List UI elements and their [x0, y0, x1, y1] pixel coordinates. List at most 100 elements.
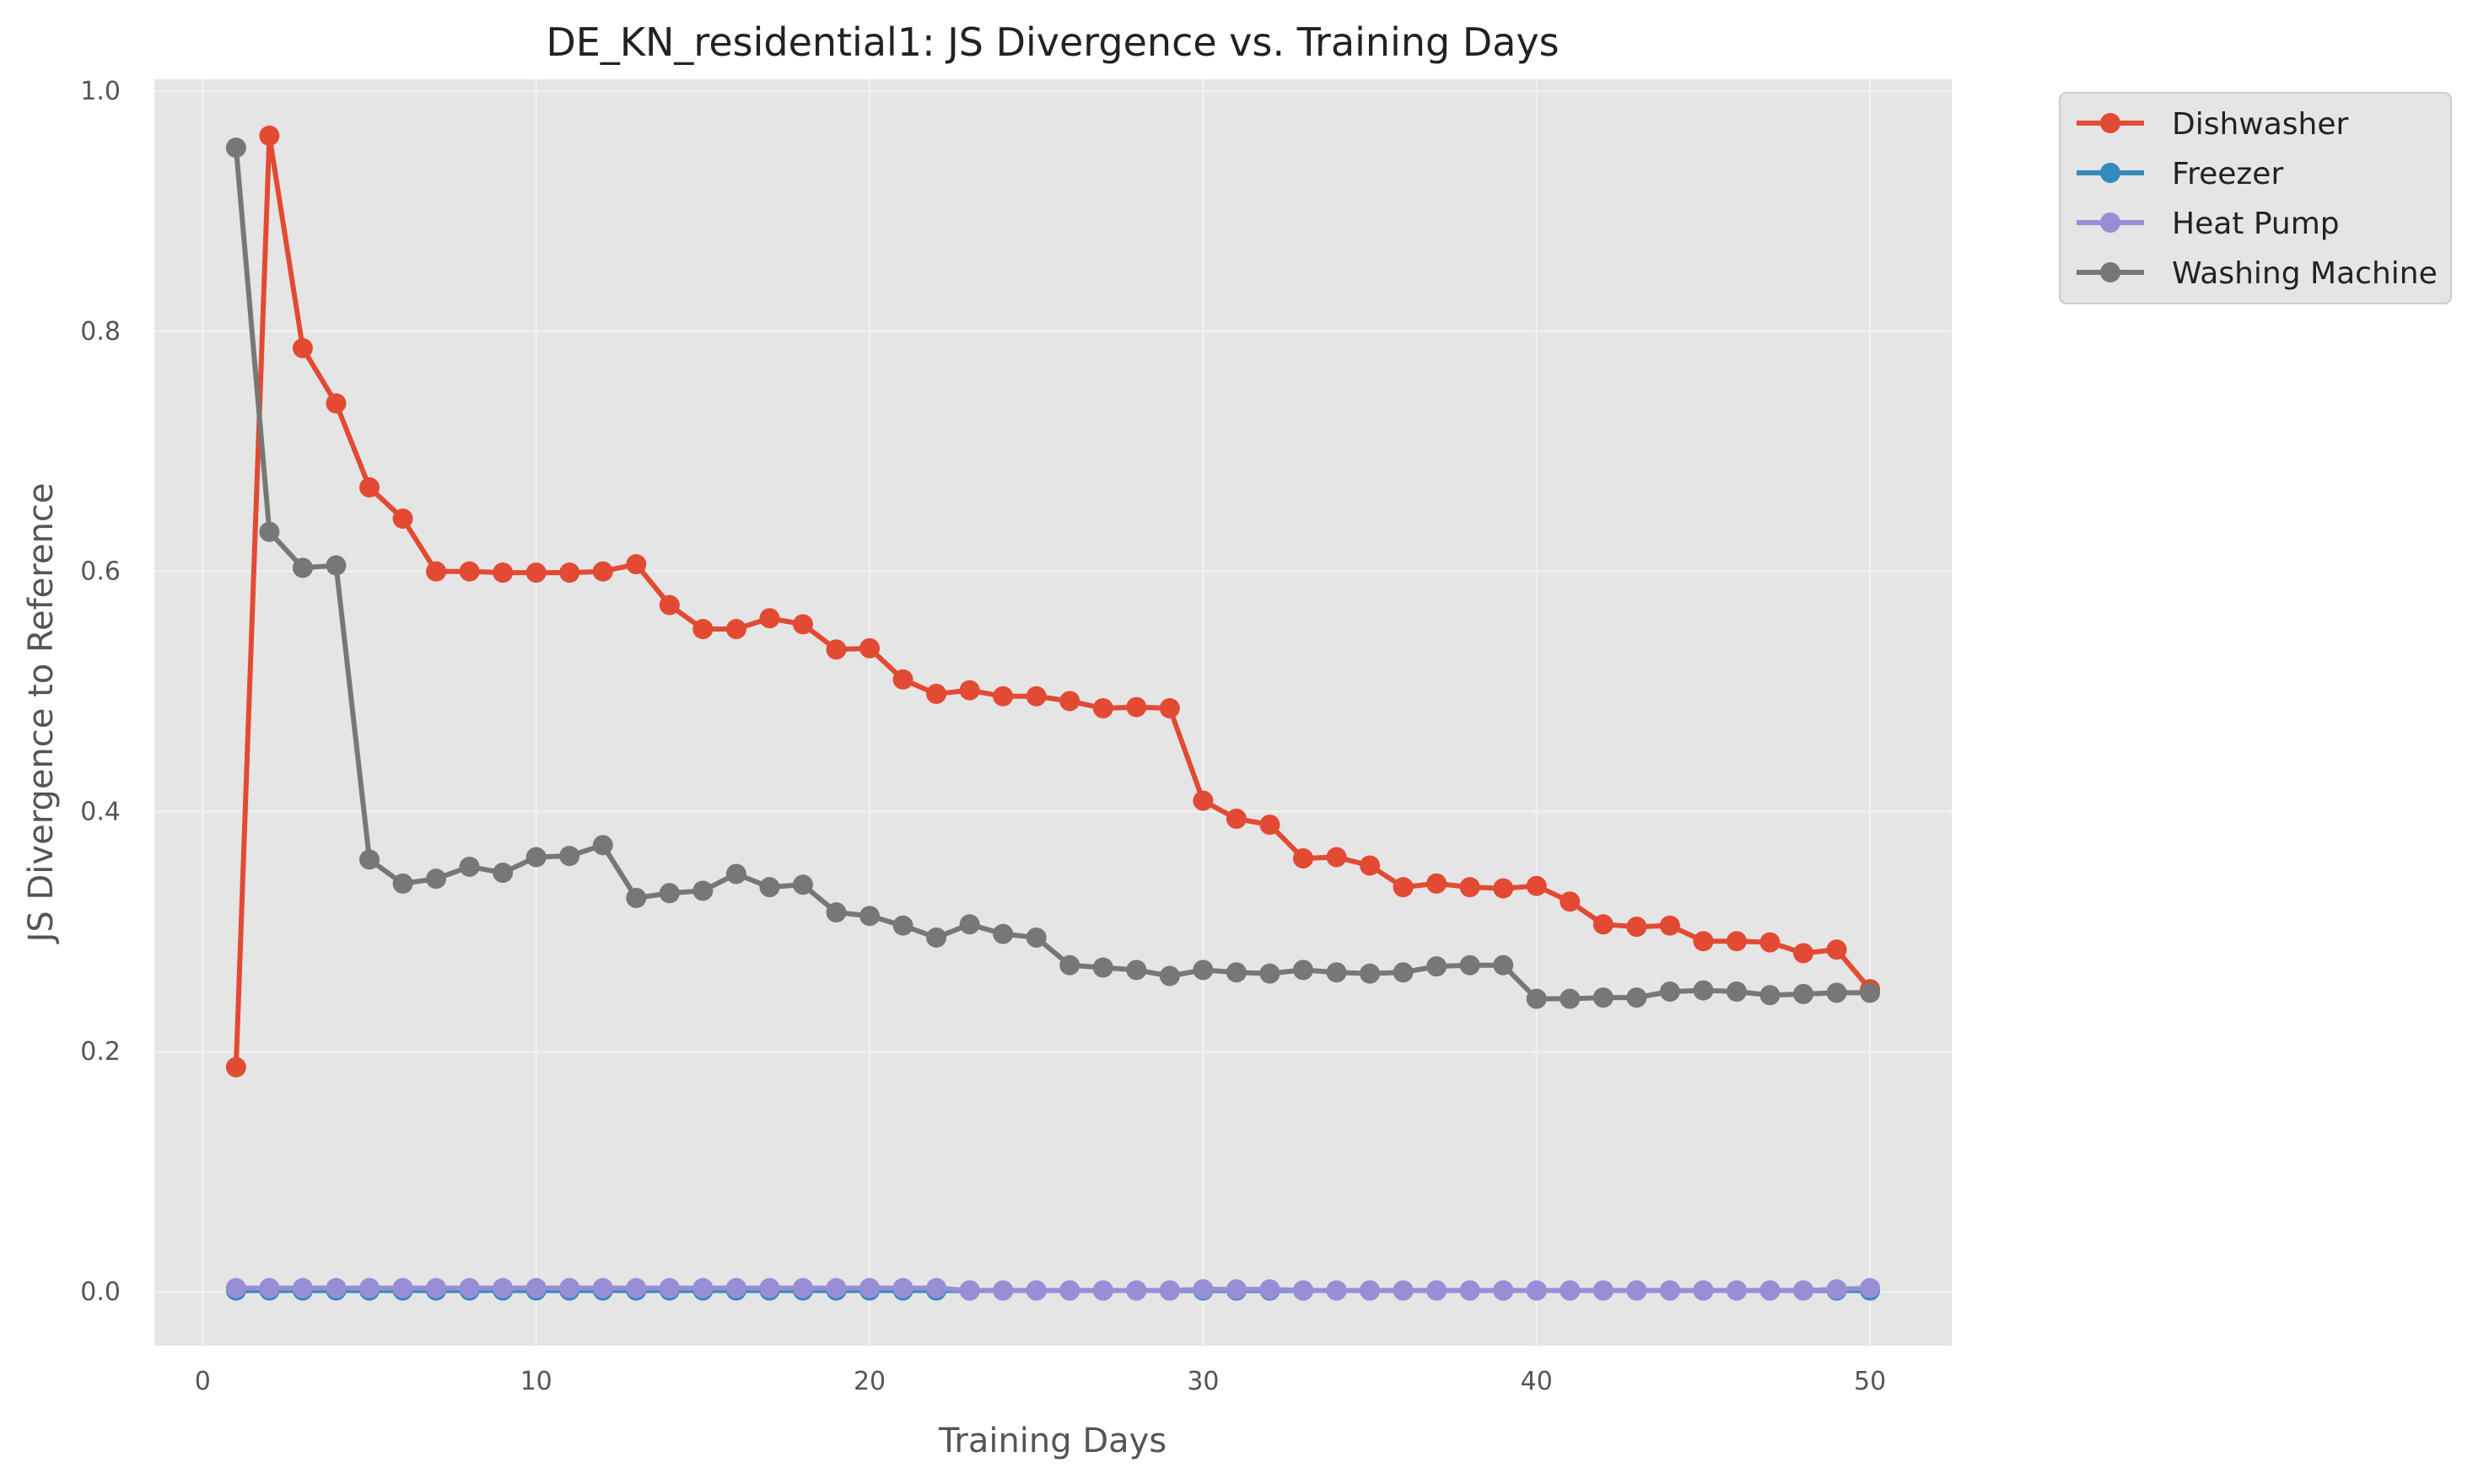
data-point-heat-pump: [1026, 1280, 1047, 1301]
data-point-washing-machine: [692, 880, 714, 901]
data-point-heat-pump: [1426, 1280, 1447, 1301]
data-point-dishwasher: [659, 594, 680, 616]
legend-label: Freezer: [2172, 157, 2283, 191]
data-point-washing-machine: [326, 555, 347, 576]
data-point-heat-pump: [626, 1277, 647, 1298]
data-point-washing-machine: [926, 927, 947, 948]
data-point-dishwasher: [792, 614, 813, 635]
data-point-heat-pump: [326, 1277, 347, 1298]
data-point-dishwasher: [1326, 847, 1347, 868]
data-point-heat-pump: [1726, 1280, 1747, 1301]
data-point-heat-pump: [493, 1277, 514, 1298]
data-point-dishwasher: [1393, 877, 1414, 898]
data-point-heat-pump: [1560, 1280, 1581, 1301]
y-axis-title: JS Divergence to Reference: [22, 483, 61, 945]
data-point-dishwasher: [359, 477, 380, 498]
data-point-washing-machine: [1259, 963, 1280, 984]
data-point-washing-machine: [1592, 987, 1614, 1008]
data-point-heat-pump: [259, 1277, 280, 1298]
data-point-washing-machine: [1193, 960, 1214, 981]
data-point-heat-pump: [1759, 1280, 1781, 1301]
data-point-heat-pump: [993, 1280, 1014, 1301]
data-point-dishwasher: [1126, 696, 1147, 718]
data-point-dishwasher: [459, 561, 480, 582]
data-point-heat-pump: [292, 1277, 313, 1298]
data-point-dishwasher: [626, 554, 647, 575]
y-tick-label: 0.8: [80, 317, 121, 347]
data-point-heat-pump: [759, 1277, 780, 1298]
x-tick-label: 50: [1854, 1367, 1886, 1396]
data-point-heat-pump: [1259, 1279, 1280, 1300]
data-point-washing-machine: [1560, 988, 1581, 1009]
data-point-dishwasher: [1293, 847, 1314, 868]
data-point-dishwasher: [493, 562, 514, 583]
data-point-heat-pump: [1626, 1280, 1647, 1301]
data-point-dishwasher: [725, 619, 746, 640]
data-point-washing-machine: [1393, 962, 1414, 983]
data-point-dishwasher: [993, 686, 1014, 707]
data-point-heat-pump: [559, 1277, 580, 1298]
data-point-dishwasher: [1493, 878, 1514, 899]
y-tick-label: 0.6: [80, 557, 121, 587]
data-point-washing-machine: [1426, 956, 1447, 977]
data-point-heat-pump: [692, 1277, 714, 1298]
data-point-heat-pump: [1126, 1280, 1147, 1301]
data-point-washing-machine: [826, 902, 847, 923]
y-tick-label: 0.4: [80, 797, 121, 826]
data-point-washing-machine: [592, 835, 613, 856]
data-point-washing-machine: [225, 137, 246, 159]
data-point-heat-pump: [892, 1277, 913, 1298]
data-point-heat-pump: [959, 1280, 980, 1301]
legend-item-washing-machine: Washing Machine: [2077, 256, 2438, 291]
data-point-dishwasher: [1592, 914, 1614, 935]
data-point-heat-pump: [1326, 1280, 1347, 1301]
data-point-heat-pump: [392, 1277, 413, 1298]
data-point-heat-pump: [859, 1277, 881, 1298]
data-point-dishwasher: [1726, 931, 1747, 952]
data-point-heat-pump: [1693, 1280, 1714, 1301]
data-point-dishwasher: [1560, 891, 1581, 912]
data-point-heat-pump: [826, 1277, 847, 1298]
data-point-dishwasher: [1092, 698, 1113, 719]
data-point-heat-pump: [525, 1277, 547, 1298]
data-point-dishwasher: [1526, 875, 1547, 896]
data-point-heat-pump: [1226, 1279, 1247, 1300]
series-dishwasher: [225, 125, 1881, 1078]
data-point-dishwasher: [1059, 691, 1080, 712]
data-point-dishwasher: [1459, 877, 1480, 898]
data-point-washing-machine: [1793, 983, 1814, 1004]
series-washing-machine: [225, 137, 1881, 1009]
data-point-heat-pump: [1860, 1277, 1881, 1298]
plot-background: [154, 79, 1952, 1346]
data-point-washing-machine: [1759, 985, 1781, 1006]
data-point-dishwasher: [692, 619, 714, 640]
data-point-heat-pump: [1092, 1280, 1113, 1301]
legend-label: Dishwasher: [2172, 107, 2349, 142]
data-point-washing-machine: [1860, 982, 1881, 1003]
data-point-washing-machine: [1826, 982, 1847, 1003]
legend-item-dishwasher: Dishwasher: [2077, 107, 2349, 142]
data-point-washing-machine: [1526, 988, 1547, 1009]
series-layer: [225, 125, 1881, 1301]
data-point-heat-pump: [225, 1277, 246, 1298]
data-point-dishwasher: [1693, 931, 1714, 952]
data-point-washing-machine: [559, 846, 580, 867]
data-point-dishwasher: [525, 562, 547, 583]
legend-swatch-marker: [2100, 163, 2120, 183]
data-point-dishwasher: [326, 393, 347, 414]
data-point-dishwasher: [292, 337, 313, 358]
y-tick-label: 0.0: [80, 1277, 121, 1307]
legend-swatch-marker: [2100, 262, 2120, 282]
data-point-washing-machine: [493, 863, 514, 884]
data-point-heat-pump: [725, 1277, 746, 1298]
y-tick-label: 0.2: [80, 1037, 121, 1067]
x-tick-label: 10: [520, 1367, 552, 1396]
data-point-dishwasher: [826, 639, 847, 660]
data-point-dishwasher: [259, 125, 280, 146]
legend: Dishwasher Freezer Heat Pump Washing Machin…: [2059, 92, 2452, 304]
series-heat-pump: [225, 1277, 1881, 1301]
data-point-heat-pump: [1659, 1280, 1680, 1301]
data-point-heat-pump: [1393, 1280, 1414, 1301]
data-point-washing-machine: [959, 914, 980, 935]
data-point-heat-pump: [659, 1277, 680, 1298]
